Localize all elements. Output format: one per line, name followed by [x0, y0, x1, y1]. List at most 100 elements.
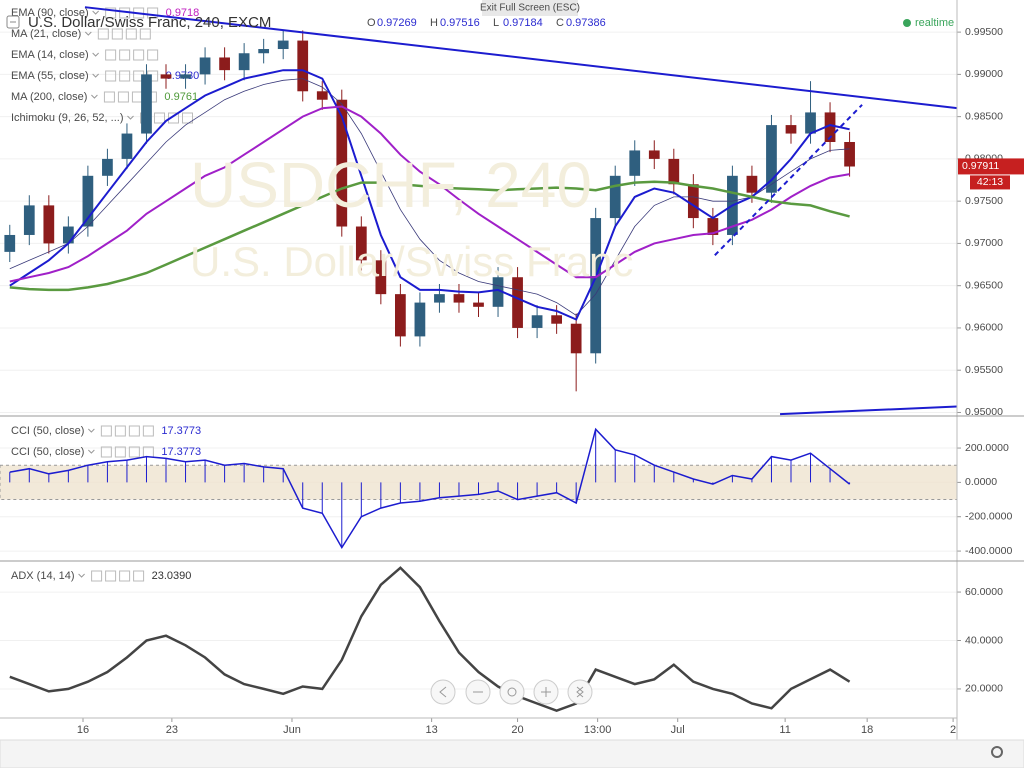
legend-icon[interactable]	[154, 112, 165, 124]
status-text: realtime	[915, 17, 954, 29]
trendline	[780, 405, 958, 416]
legend-icon[interactable]	[133, 49, 145, 61]
nav-button[interactable]	[567, 679, 593, 705]
fullscreen-banner[interactable]	[482, 0, 578, 16]
y-tick-label: 0.96000	[965, 322, 1003, 334]
candle-body	[336, 99, 348, 227]
legend-label: MA (21, close)	[11, 28, 81, 40]
trendline	[714, 104, 863, 256]
candle-body	[43, 205, 55, 244]
candle-body	[629, 150, 641, 176]
legend-icon[interactable]	[114, 425, 126, 437]
nav-button[interactable]	[499, 679, 525, 705]
legend-icon[interactable]	[119, 49, 131, 61]
watermark: USDCHF, 240	[190, 149, 592, 221]
legend-icon[interactable]	[111, 28, 123, 40]
candle-body	[395, 294, 406, 337]
legend-icon[interactable]	[139, 28, 151, 40]
legend-icon[interactable]	[147, 7, 159, 19]
last-price-tag	[958, 158, 1024, 175]
candle-body	[238, 53, 250, 71]
chart-title: U.S. Dollar/Swiss Franc, 240, EXCM	[28, 14, 271, 31]
candle-body	[160, 74, 172, 79]
candle-body	[199, 57, 211, 75]
x-tick-label: 18	[861, 724, 873, 736]
legend-icon[interactable]	[182, 112, 193, 124]
indicator-line	[9, 427, 851, 550]
x-tick-label: Jun	[283, 724, 301, 736]
candle-body	[785, 125, 797, 134]
legend-icon[interactable]	[100, 425, 112, 437]
y-tick-label: 40.0000	[965, 634, 1003, 646]
candle-body	[590, 218, 602, 354]
legend-icon[interactable]	[119, 570, 131, 582]
countdown-label: 42:13	[977, 176, 1003, 188]
legend-icon[interactable]	[105, 70, 117, 82]
indicator-line	[9, 78, 850, 316]
legend-icon[interactable]	[147, 49, 159, 61]
legend-value: 0.9718	[166, 7, 200, 19]
legend-icon[interactable]	[97, 28, 109, 40]
candle-body	[531, 315, 543, 328]
status-dot	[903, 19, 911, 27]
indicator-line	[9, 566, 851, 713]
legend-caret	[92, 10, 99, 15]
legend-icon[interactable]	[103, 91, 115, 103]
y-tick-label: 0.95500	[965, 364, 1003, 376]
settings-icon[interactable]	[991, 746, 1003, 758]
nav-button[interactable]	[430, 679, 456, 705]
ohlc-label: H	[430, 17, 438, 29]
y-tick-label: -200.0000	[965, 511, 1012, 523]
legend-icon[interactable]	[105, 7, 117, 19]
legend-icon[interactable]	[133, 570, 145, 582]
legend-icon[interactable]	[114, 446, 126, 458]
y-tick-label: 20.0000	[965, 683, 1003, 695]
legend-caret	[88, 428, 95, 433]
legend-icon[interactable]	[105, 570, 117, 582]
candle-body	[453, 294, 465, 303]
y-tick-label: 0.99000	[965, 68, 1003, 80]
legend-icon[interactable]	[91, 570, 103, 582]
candle-body	[297, 40, 309, 92]
legend-value: 17.3773	[161, 425, 201, 437]
legend-icon[interactable]	[142, 425, 154, 437]
candle-body	[180, 74, 191, 79]
last-price-label: 0.97911	[962, 160, 999, 172]
legend-icon[interactable]	[117, 91, 129, 103]
legend-icon[interactable]	[128, 446, 140, 458]
legend-value: 23.0390	[152, 570, 192, 582]
legend-icon[interactable]	[100, 446, 112, 458]
legend-caret	[92, 73, 99, 78]
legend-icon[interactable]	[168, 112, 179, 124]
candle-body	[648, 150, 660, 159]
candle-body	[23, 205, 35, 235]
candle-body	[355, 226, 367, 261]
legend-icon[interactable]	[119, 70, 131, 82]
legend-icon[interactable]	[125, 28, 137, 40]
legend-label: MA (200, close)	[11, 91, 87, 103]
y-tick-label: 0.98500	[965, 110, 1003, 122]
candle-body	[512, 277, 523, 328]
y-tick-label: 0.0000	[965, 476, 997, 488]
indicator-line	[9, 180, 850, 292]
legend-icon[interactable]	[105, 49, 117, 61]
y-tick-label: 0.97500	[965, 195, 1003, 207]
y-tick-label: -400.0000	[965, 545, 1012, 557]
candle-body	[277, 40, 289, 50]
x-tick-label: Jul	[671, 724, 685, 736]
candle-body	[434, 294, 445, 303]
ohlc-label: L	[493, 17, 499, 29]
candle-body	[375, 260, 387, 295]
collapse-icon[interactable]	[6, 15, 20, 29]
x-tick-label: 23	[166, 724, 178, 736]
legend-caret	[78, 573, 85, 578]
legend-icon[interactable]	[128, 425, 140, 437]
nav-icons	[439, 686, 584, 698]
trendline	[84, 6, 958, 110]
candle-body	[492, 277, 504, 307]
y-tick-label: 0.97000	[965, 237, 1003, 249]
candle-body	[668, 158, 680, 185]
candle-body	[141, 74, 152, 134]
candle-body	[121, 133, 133, 159]
